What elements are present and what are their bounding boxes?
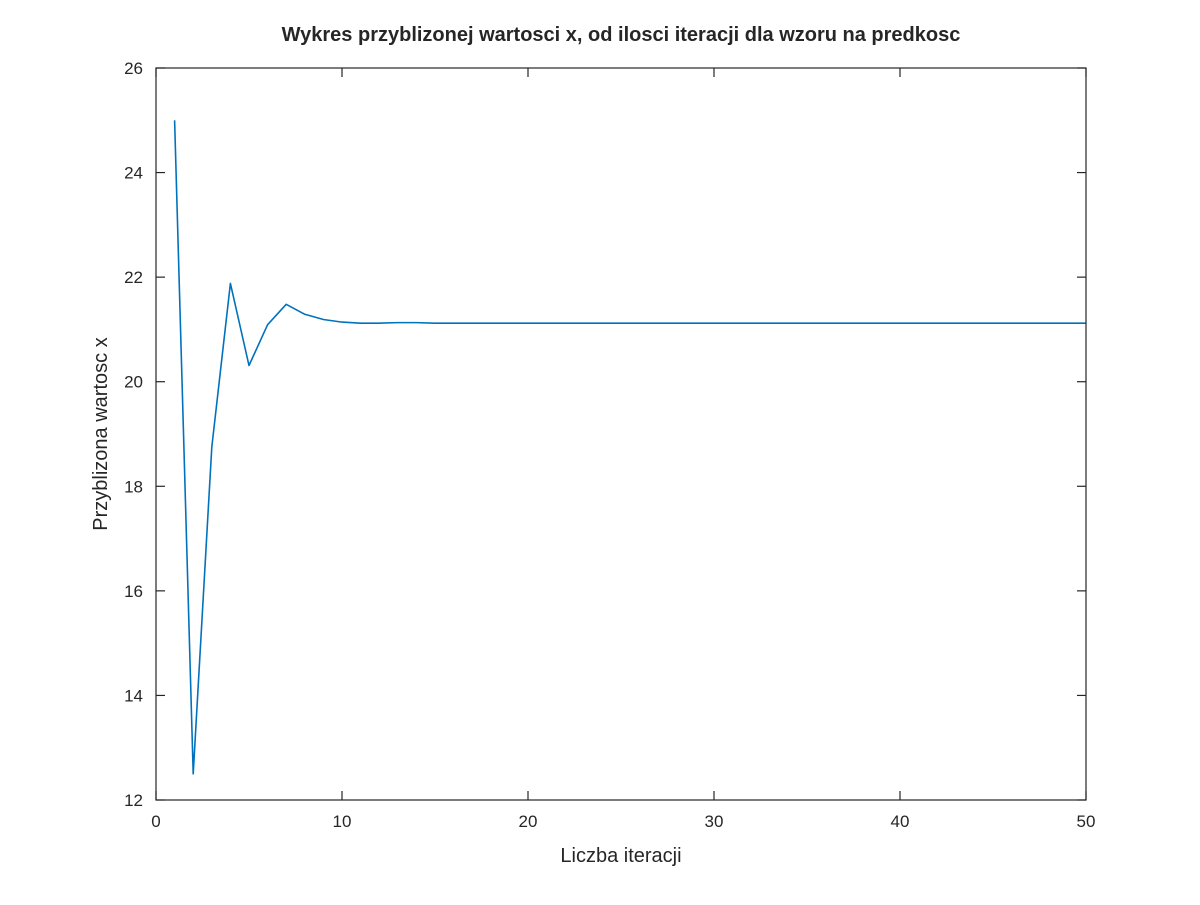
y-tick-label: 16 xyxy=(124,582,143,601)
y-tick-label: 22 xyxy=(124,268,143,287)
y-tick-label: 24 xyxy=(124,164,143,183)
ticks: 0 10 20 30 40 50 12 14 16 18 20 22 24 26 xyxy=(124,59,1095,831)
series xyxy=(173,120,1086,775)
x-tick-label: 10 xyxy=(333,812,352,831)
axes-box xyxy=(155,67,1087,801)
plot-area xyxy=(156,68,1086,800)
chart-title: Wykres przyblizonej wartosci x, od ilosc… xyxy=(282,24,961,46)
y-axis-label: Przyblizona wartosc x xyxy=(90,337,112,530)
y-tick-label: 20 xyxy=(124,373,143,392)
y-tick-label: 12 xyxy=(124,791,143,810)
series-line xyxy=(173,120,1086,775)
x-tick-label: 20 xyxy=(519,812,538,831)
y-tick-label: 14 xyxy=(124,686,143,705)
x-tick-label: 0 xyxy=(151,812,160,831)
x-tick-label: 40 xyxy=(891,812,910,831)
y-tick-label: 18 xyxy=(124,477,143,496)
x-axis-label: Liczba iteracji xyxy=(560,845,681,867)
x-tick-label: 30 xyxy=(705,812,724,831)
x-tick-label: 50 xyxy=(1077,812,1096,831)
y-tick-label: 26 xyxy=(124,59,143,78)
